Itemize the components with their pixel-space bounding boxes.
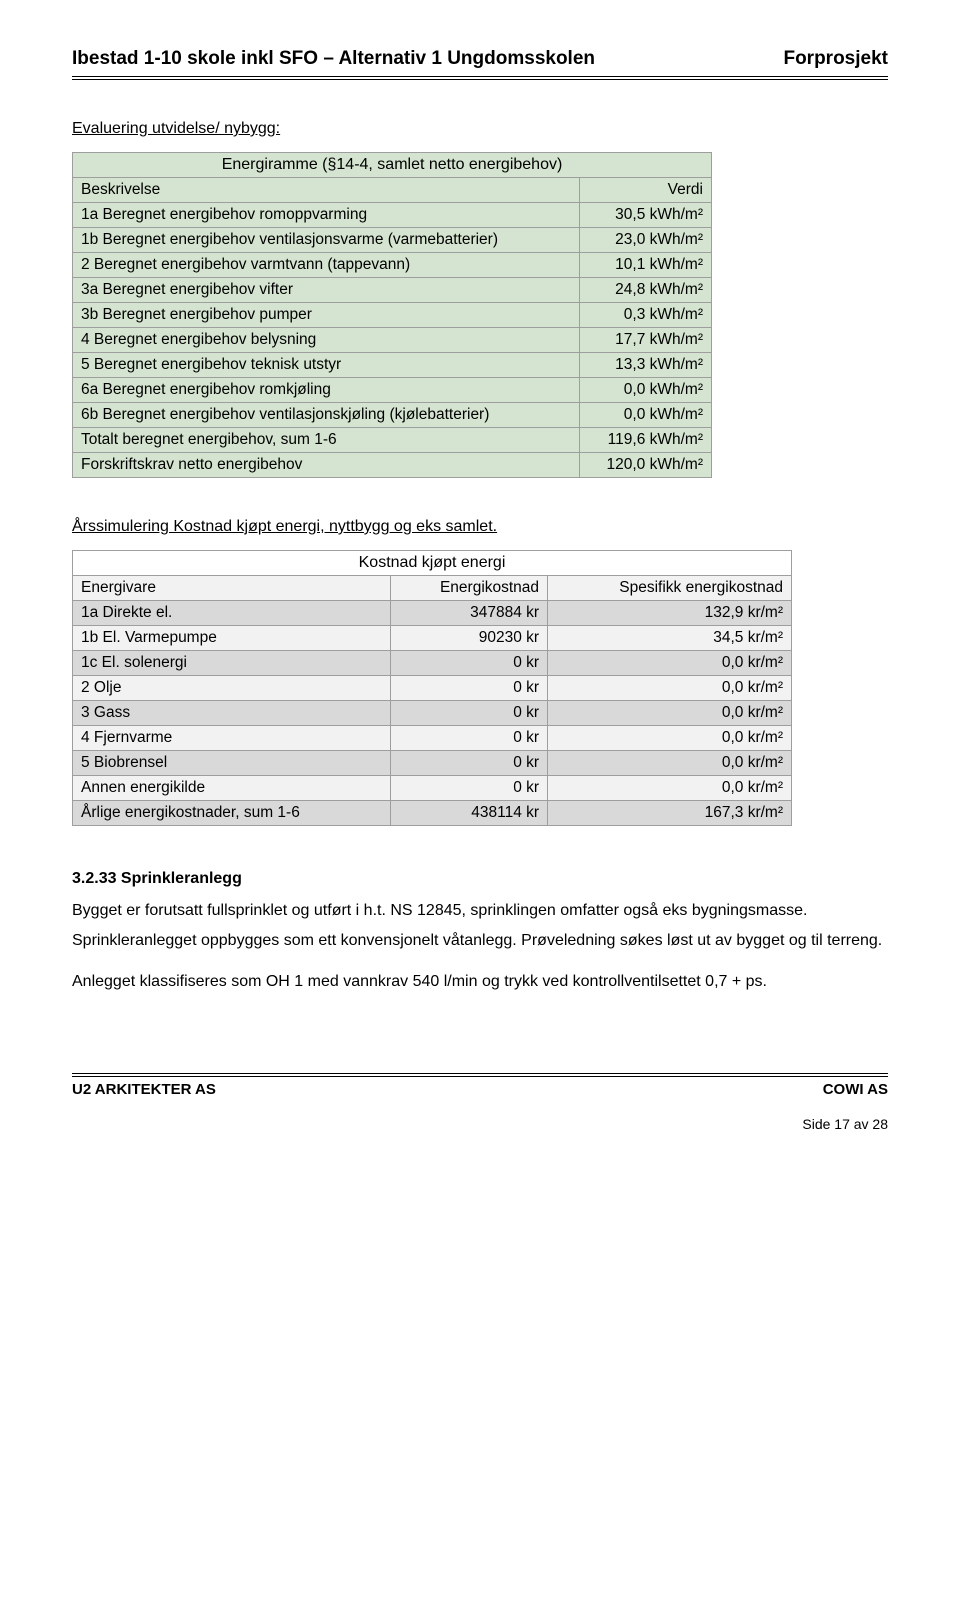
cell-label: 5 Beregnet energibehov teknisk utstyr (73, 353, 580, 378)
table-row: Annen energikilde0 kr0,0 kr/m² (73, 776, 792, 801)
table-row: 5 Beregnet energibehov teknisk utstyr13,… (73, 353, 712, 378)
table1-col-right: Verdi (579, 178, 711, 203)
cell-spesifikk: 0,0 kr/m² (548, 676, 792, 701)
table1-col-left: Beskrivelse (73, 178, 580, 203)
cell-value: 17,7 kWh/m² (579, 328, 711, 353)
cell-spesifikk: 0,0 kr/m² (548, 776, 792, 801)
cell-value: 0,0 kWh/m² (579, 403, 711, 428)
table2-col3: Spesifikk energikostnad (548, 576, 792, 601)
table-row: 3 Gass0 kr0,0 kr/m² (73, 701, 792, 726)
cell-energivare: 3 Gass (73, 701, 391, 726)
footer-line-1 (72, 1073, 888, 1074)
table-row: 6b Beregnet energibehov ventilasjonskjøl… (73, 403, 712, 428)
cell-energivare: 1b El. Varmepumpe (73, 626, 391, 651)
cell-energivare: 1c El. solenergi (73, 651, 391, 676)
cell-spesifikk: 0,0 kr/m² (548, 651, 792, 676)
cell-value: 10,1 kWh/m² (579, 253, 711, 278)
table-row: 1b El. Varmepumpe90230 kr34,5 kr/m² (73, 626, 792, 651)
cell-energikostnad: 0 kr (391, 751, 548, 776)
table-row: 4 Beregnet energibehov belysning17,7 kWh… (73, 328, 712, 353)
table-row: 1c El. solenergi0 kr0,0 kr/m² (73, 651, 792, 676)
section3-p1: Bygget er forutsatt fullsprinklet og utf… (72, 900, 888, 922)
cell-label: 1a Beregnet energibehov romoppvarming (73, 203, 580, 228)
cell-value: 0,3 kWh/m² (579, 303, 711, 328)
cell-energikostnad: 347884 kr (391, 601, 548, 626)
cell-energikostnad: 0 kr (391, 776, 548, 801)
table-row: 2 Beregnet energibehov varmtvann (tappev… (73, 253, 712, 278)
footer-line-2 (72, 1076, 888, 1077)
section2-title: Årssimulering Kostnad kjøpt energi, nytt… (72, 518, 888, 536)
footer-right: COWI AS (823, 1081, 888, 1098)
energy-frame-table: Energiramme (§14-4, samlet netto energib… (72, 152, 712, 478)
cell-energivare: 1a Direkte el. (73, 601, 391, 626)
header-line-1 (72, 76, 888, 77)
cell-label: 4 Beregnet energibehov belysning (73, 328, 580, 353)
cell-spesifikk: 34,5 kr/m² (548, 626, 792, 651)
table-row: 1a Direkte el.347884 kr132,9 kr/m² (73, 601, 792, 626)
cell-label: 3b Beregnet energibehov pumper (73, 303, 580, 328)
cell-label: 3a Beregnet energibehov vifter (73, 278, 580, 303)
cell-label: 1b Beregnet energibehov ventilasjonsvarm… (73, 228, 580, 253)
cell-energivare: 5 Biobrensel (73, 751, 391, 776)
cell-energikostnad: 438114 kr (391, 801, 548, 826)
table-row: 2 Olje0 kr0,0 kr/m² (73, 676, 792, 701)
cell-spesifikk: 0,0 kr/m² (548, 751, 792, 776)
cell-label: Totalt beregnet energibehov, sum 1-6 (73, 428, 580, 453)
header-left: Ibestad 1-10 skole inkl SFO – Alternativ… (72, 48, 595, 70)
table-row: 5 Biobrensel0 kr0,0 kr/m² (73, 751, 792, 776)
header-line-2 (72, 79, 888, 80)
page-number: Side 17 av 28 (72, 1116, 888, 1132)
cell-value: 23,0 kWh/m² (579, 228, 711, 253)
table2-col2: Energikostnad (391, 576, 548, 601)
cell-energikostnad: 0 kr (391, 701, 548, 726)
cell-energivare: 2 Olje (73, 676, 391, 701)
cell-value: 30,5 kWh/m² (579, 203, 711, 228)
cell-energivare: Årlige energikostnader, sum 1-6 (73, 801, 391, 826)
cell-spesifikk: 0,0 kr/m² (548, 726, 792, 751)
cell-value: 0,0 kWh/m² (579, 378, 711, 403)
cell-energikostnad: 0 kr (391, 726, 548, 751)
cell-spesifikk: 0,0 kr/m² (548, 701, 792, 726)
footer-left: U2 ARKITEKTER AS (72, 1081, 216, 1098)
header-right: Forprosjekt (783, 48, 888, 70)
section1-title: Evaluering utvidelse/ nybygg: (72, 120, 888, 138)
table-row: 3a Beregnet energibehov vifter24,8 kWh/m… (73, 278, 712, 303)
table1-caption: Energiramme (§14-4, samlet netto energib… (73, 153, 712, 178)
cell-spesifikk: 132,9 kr/m² (548, 601, 792, 626)
table-row: 1b Beregnet energibehov ventilasjonsvarm… (73, 228, 712, 253)
table-row: 6a Beregnet energibehov romkjøling0,0 kW… (73, 378, 712, 403)
energy-cost-table: Kostnad kjøpt energi Energivare Energiko… (72, 550, 792, 826)
cell-label: 2 Beregnet energibehov varmtvann (tappev… (73, 253, 580, 278)
cell-spesifikk: 167,3 kr/m² (548, 801, 792, 826)
table-row: 3b Beregnet energibehov pumper0,3 kWh/m² (73, 303, 712, 328)
section3-p3: Anlegget klassifiseres som OH 1 med vann… (72, 971, 888, 993)
section3-heading: 3.2.33 Sprinkleranlegg (72, 870, 888, 888)
cell-label: 6a Beregnet energibehov romkjøling (73, 378, 580, 403)
table-row: Årlige energikostnader, sum 1-6438114 kr… (73, 801, 792, 826)
table-row: Forskriftskrav netto energibehov120,0 kW… (73, 453, 712, 478)
cell-energivare: Annen energikilde (73, 776, 391, 801)
cell-energikostnad: 90230 kr (391, 626, 548, 651)
cell-energikostnad: 0 kr (391, 676, 548, 701)
cell-label: 6b Beregnet energibehov ventilasjonskjøl… (73, 403, 580, 428)
cell-energivare: 4 Fjernvarme (73, 726, 391, 751)
table-row: 4 Fjernvarme0 kr0,0 kr/m² (73, 726, 792, 751)
cell-value: 24,8 kWh/m² (579, 278, 711, 303)
cell-value: 13,3 kWh/m² (579, 353, 711, 378)
page-footer: U2 ARKITEKTER AS COWI AS Side 17 av 28 (72, 1073, 888, 1132)
table-row: Totalt beregnet energibehov, sum 1-6119,… (73, 428, 712, 453)
page-header: Ibestad 1-10 skole inkl SFO – Alternativ… (72, 48, 888, 70)
table-row: 1a Beregnet energibehov romoppvarming30,… (73, 203, 712, 228)
cell-value: 120,0 kWh/m² (579, 453, 711, 478)
cell-label: Forskriftskrav netto energibehov (73, 453, 580, 478)
cell-energikostnad: 0 kr (391, 651, 548, 676)
table2-caption: Kostnad kjøpt energi (73, 551, 792, 576)
table2-col1: Energivare (73, 576, 391, 601)
cell-value: 119,6 kWh/m² (579, 428, 711, 453)
section3-p2: Sprinkleranlegget oppbygges som ett konv… (72, 930, 888, 952)
